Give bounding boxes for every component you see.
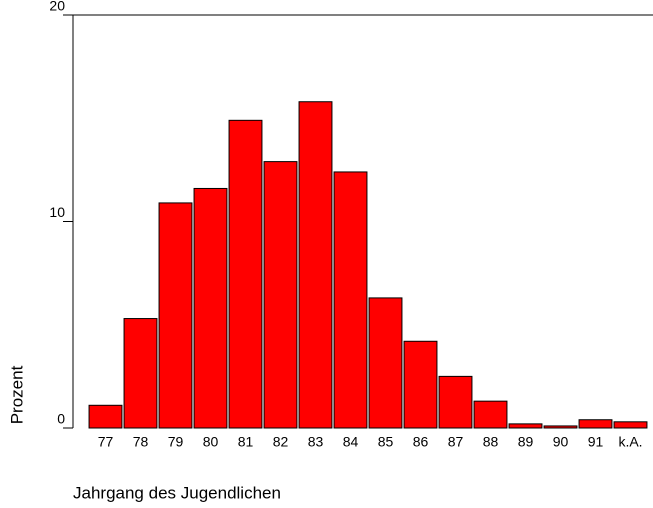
bar <box>298 101 333 429</box>
x-tick-label: 90 <box>553 434 569 450</box>
x-axis-label: Jahrgang des Jugendlichen <box>73 483 281 502</box>
bar <box>578 419 613 429</box>
bar <box>403 340 438 429</box>
x-tick-label: 82 <box>273 434 289 450</box>
x-tick-label: 80 <box>203 434 219 450</box>
x-tick-label: 86 <box>413 434 429 450</box>
x-tick-label: 79 <box>168 434 184 450</box>
y-axis-label: Prozent <box>7 365 26 424</box>
y-tick-label: 10 <box>49 204 65 220</box>
x-tick-label: 78 <box>133 434 149 450</box>
x-tick-label: 89 <box>518 434 534 450</box>
x-tick-label: 88 <box>483 434 499 450</box>
x-tick-label: 91 <box>588 434 604 450</box>
x-tick-label: 85 <box>378 434 394 450</box>
bar <box>193 187 228 429</box>
x-tick-label: 81 <box>238 434 254 450</box>
bar <box>543 425 578 429</box>
bar <box>473 400 508 429</box>
bar <box>158 202 193 429</box>
bar <box>228 119 263 429</box>
x-tick-label: 83 <box>308 434 324 450</box>
y-tick-label: 20 <box>49 0 65 14</box>
x-tick-label: 77 <box>98 434 114 450</box>
bar <box>438 375 473 429</box>
bar <box>333 171 368 429</box>
bar <box>123 318 158 429</box>
bar <box>368 297 403 429</box>
bar <box>508 423 543 429</box>
x-tick-label: 87 <box>448 434 464 450</box>
bar <box>263 161 298 429</box>
y-tick-label: 0 <box>57 411 65 427</box>
bar <box>88 404 123 429</box>
bar <box>613 421 648 429</box>
x-tick-label: k.A. <box>618 434 642 450</box>
x-tick-label: 84 <box>343 434 359 450</box>
